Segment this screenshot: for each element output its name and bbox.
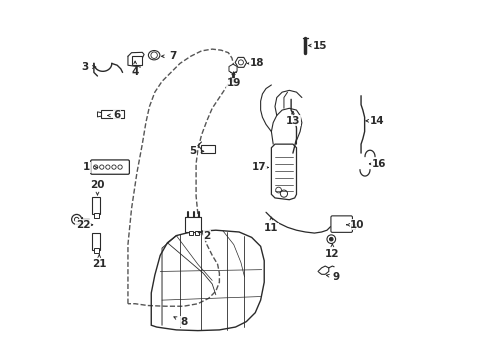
Text: 12: 12 — [325, 248, 339, 258]
Bar — [188, 231, 193, 234]
Bar — [195, 231, 199, 234]
Bar — [94, 248, 99, 253]
Text: 7: 7 — [169, 51, 176, 61]
Text: 1: 1 — [83, 162, 90, 172]
FancyBboxPatch shape — [90, 160, 129, 174]
Text: 18: 18 — [249, 58, 264, 68]
Bar — [101, 111, 124, 118]
Ellipse shape — [148, 50, 160, 60]
Bar — [185, 217, 201, 232]
Text: 19: 19 — [226, 78, 241, 88]
Bar — [201, 145, 215, 153]
Text: 21: 21 — [92, 259, 106, 269]
Text: 11: 11 — [264, 224, 278, 233]
Bar — [92, 197, 100, 214]
Text: 4: 4 — [131, 67, 139, 77]
Text: 8: 8 — [180, 317, 187, 327]
Text: 9: 9 — [332, 272, 339, 282]
Text: 14: 14 — [369, 116, 384, 126]
Text: 20: 20 — [90, 180, 104, 190]
Bar — [350, 225, 355, 229]
Text: 17: 17 — [251, 162, 265, 172]
Text: 5: 5 — [188, 146, 196, 156]
Bar — [92, 233, 100, 250]
Text: 3: 3 — [81, 62, 88, 72]
Text: 15: 15 — [312, 41, 326, 50]
FancyBboxPatch shape — [330, 216, 352, 232]
Text: 10: 10 — [349, 220, 364, 230]
Circle shape — [329, 237, 332, 241]
Text: 6: 6 — [113, 111, 121, 121]
Bar — [94, 213, 99, 218]
Text: 13: 13 — [285, 116, 300, 126]
Text: 22: 22 — [76, 220, 90, 230]
Text: 16: 16 — [371, 159, 386, 169]
Bar — [131, 56, 142, 65]
Text: 2: 2 — [203, 231, 210, 240]
